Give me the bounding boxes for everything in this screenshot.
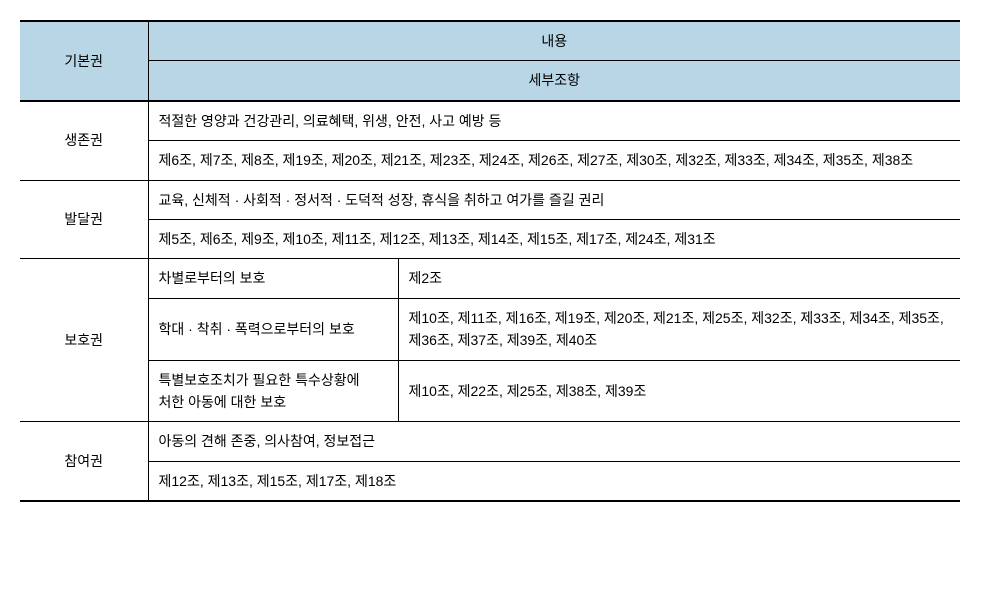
row-protection-1: 보호권 차별로부터의 보호 제2조 [20, 259, 960, 298]
articles-protection-2: 제10조, 제11조, 제16조, 제19조, 제20조, 제21조, 제25조… [398, 298, 960, 360]
content-survival: 적절한 영양과 건강관리, 의료혜택, 위생, 안전, 사고 예방 등 [148, 101, 960, 141]
header-row-2: 세부조항 [20, 61, 960, 101]
row-development-content: 발달권 교육, 신체적 · 사회적 · 정서적 · 도덕적 성장, 휴식을 취하… [20, 180, 960, 219]
content-development: 교육, 신체적 · 사회적 · 정서적 · 도덕적 성장, 휴식을 취하고 여가… [148, 180, 960, 219]
header-sub: 세부조항 [148, 61, 960, 101]
articles-protection-1: 제2조 [398, 259, 960, 298]
row-participation-content: 참여권 아동의 견해 존중, 의사참여, 정보접근 [20, 422, 960, 461]
row-participation-articles: 제12조, 제13조, 제15조, 제17조, 제18조 [20, 461, 960, 501]
header-content: 내용 [148, 21, 960, 61]
content-participation: 아동의 견해 존중, 의사참여, 정보접근 [148, 422, 960, 461]
row-protection-3: 특별보호조치가 필요한 특수상황에 처한 아동에 대한 보호 제10조, 제22… [20, 360, 960, 422]
row-protection-2: 학대 · 착취 · 폭력으로부터의 보호 제10조, 제11조, 제16조, 제… [20, 298, 960, 360]
header-row-1: 기본권 내용 [20, 21, 960, 61]
label-survival: 생존권 [20, 101, 148, 180]
row-development-articles: 제5조, 제6조, 제9조, 제10조, 제11조, 제12조, 제13조, 제… [20, 219, 960, 258]
label-participation: 참여권 [20, 422, 148, 501]
row-survival-articles: 제6조, 제7조, 제8조, 제19조, 제20조, 제21조, 제23조, 제… [20, 141, 960, 180]
articles-participation: 제12조, 제13조, 제15조, 제17조, 제18조 [148, 461, 960, 501]
label-protection: 보호권 [20, 259, 148, 422]
rights-table: 기본권 내용 세부조항 생존권 적절한 영양과 건강관리, 의료혜택, 위생, … [20, 20, 960, 502]
header-right: 기본권 [20, 21, 148, 101]
articles-protection-3: 제10조, 제22조, 제25조, 제38조, 제39조 [398, 360, 960, 422]
content-protection-2: 학대 · 착취 · 폭력으로부터의 보호 [148, 298, 398, 360]
content-protection-1: 차별로부터의 보호 [148, 259, 398, 298]
articles-development: 제5조, 제6조, 제9조, 제10조, 제11조, 제12조, 제13조, 제… [148, 219, 960, 258]
articles-survival: 제6조, 제7조, 제8조, 제19조, 제20조, 제21조, 제23조, 제… [148, 141, 960, 180]
label-development: 발달권 [20, 180, 148, 259]
row-survival-content: 생존권 적절한 영양과 건강관리, 의료혜택, 위생, 안전, 사고 예방 등 [20, 101, 960, 141]
content-protection-3: 특별보호조치가 필요한 특수상황에 처한 아동에 대한 보호 [148, 360, 398, 422]
